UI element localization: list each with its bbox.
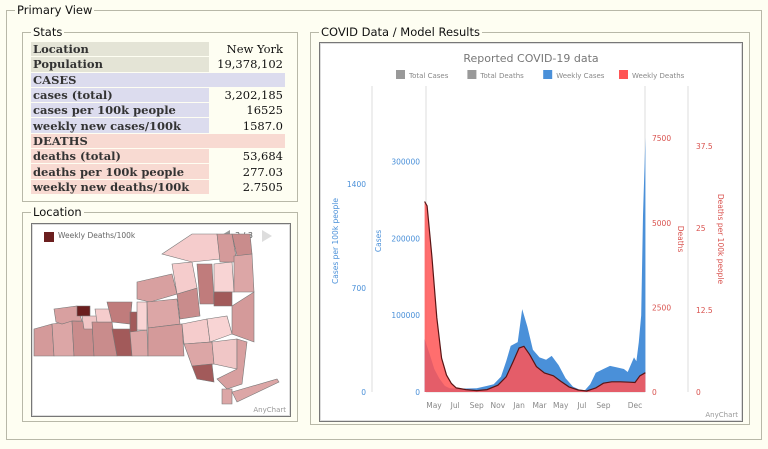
county-region[interactable] — [161, 233, 221, 263]
y-tick-label: 25 — [696, 224, 706, 233]
stats-panel: Stats Location New York Population 19,378,… — [22, 25, 298, 202]
cases-header: CASES — [31, 72, 285, 87]
y-tick-label: 2500 — [652, 303, 671, 312]
series-line-weekly-deaths — [424, 201, 646, 392]
map-legend-swatch — [44, 232, 54, 242]
new-york-county-map[interactable] — [32, 224, 290, 416]
x-tick-label: Mar — [532, 401, 547, 410]
covid-panel: COVID Data / Model Results Reported COVI… — [310, 25, 750, 425]
covid-title: COVID Data / Model Results — [319, 25, 483, 39]
county-region[interactable] — [147, 323, 185, 357]
legend-item-weekly-deaths: Weekly Deaths — [632, 72, 685, 80]
county-region[interactable] — [91, 321, 118, 357]
y-tick-label: 100000 — [391, 311, 420, 320]
map-legend-label: Weekly Deaths/100k — [58, 231, 136, 240]
triangle-right-icon[interactable] — [262, 230, 272, 242]
location-panel: Location Weekly Deaths/100k 3 / 3 — [22, 205, 298, 422]
table-row: deaths (total) 53,684 — [31, 149, 285, 164]
table-row: Location New York — [31, 42, 285, 57]
county-region[interactable] — [211, 338, 238, 370]
map-frame: Weekly Deaths/100k 3 / 3 — [31, 223, 291, 417]
county-region[interactable] — [221, 388, 233, 405]
county-region[interactable] — [233, 253, 255, 293]
location-title: Location — [31, 205, 84, 219]
series-area-weekly-cases — [424, 137, 646, 392]
county-region[interactable] — [129, 329, 149, 357]
stats-title: Stats — [31, 25, 65, 39]
primary-view-panel: Primary View — [6, 3, 762, 440]
table-row: cases (total) 3,202,185 — [31, 87, 285, 103]
location-value: New York — [209, 42, 285, 57]
x-tick-label: Sep — [596, 401, 610, 410]
covid-chart: Reported COVID-19 data Total Cases Total D… — [331, 52, 725, 410]
y-axis-title-cases-per-100k: Cases per 100k people — [331, 198, 340, 284]
legend-swatch — [619, 70, 628, 79]
y-tick-label: 300000 — [391, 158, 420, 167]
y-axis-title-deaths: Deaths — [676, 226, 685, 253]
y-axis-title-cases: Cases — [374, 230, 383, 252]
population-value: 19,378,102 — [209, 57, 285, 72]
county-region[interactable] — [206, 315, 233, 343]
y-tick-label: 7500 — [652, 134, 671, 143]
anychart-credit: AnyChart — [253, 406, 286, 414]
county-region[interactable] — [33, 323, 55, 357]
x-tick-label: Dec — [628, 401, 643, 410]
y-tick-label: 0 — [361, 388, 366, 397]
county-region[interactable] — [231, 378, 280, 403]
x-tick-label: Nov — [491, 401, 506, 410]
county-region[interactable] — [183, 341, 215, 367]
x-tick-label: Jul — [576, 401, 586, 410]
x-tick-label: May — [553, 401, 569, 410]
y-tick-label: 0 — [652, 388, 657, 397]
legend-item-weekly-cases: Weekly Cases — [556, 72, 605, 80]
legend-swatch — [396, 70, 405, 79]
legend-item-total-deaths: Total Deaths — [479, 72, 524, 80]
table-row: weekly new cases/100k 1587.0 — [31, 118, 285, 133]
table-row: Population 19,378,102 — [31, 57, 285, 72]
county-region[interactable] — [146, 298, 181, 329]
table-row: cases per 100k people 16525 — [31, 103, 285, 118]
county-region[interactable] — [231, 291, 255, 343]
y-tick-label: 200000 — [391, 234, 420, 243]
county-region[interactable] — [136, 301, 148, 331]
legend-swatch — [543, 70, 553, 79]
y-tick-label: 1400 — [347, 180, 366, 189]
county-region[interactable] — [213, 261, 235, 293]
table-row: weekly new deaths/100k 2.7505 — [31, 179, 285, 194]
y-tick-label: 37.5 — [696, 142, 713, 151]
county-region[interactable] — [136, 273, 178, 303]
table-row: deaths per 100k people 277.03 — [31, 164, 285, 179]
legend-swatch — [467, 70, 477, 79]
y-tick-label: 0 — [415, 388, 420, 397]
x-tick-label: Jul — [450, 401, 460, 410]
county-region[interactable] — [213, 291, 233, 307]
y-tick-label: 12.5 — [696, 306, 713, 315]
legend-item-total-cases: Total Cases — [408, 72, 449, 80]
county-region[interactable] — [129, 311, 138, 333]
y-tick-label: 700 — [352, 284, 367, 293]
primary-view-title: Primary View — [15, 3, 95, 17]
x-tick-label: Sep — [470, 401, 484, 410]
county-region[interactable] — [51, 320, 75, 357]
anychart-credit: AnyChart — [705, 411, 738, 419]
county-region[interactable] — [196, 263, 215, 305]
y-tick-label: 0 — [696, 388, 701, 397]
chart-frame: Reported COVID-19 data Total Cases Total D… — [319, 42, 743, 422]
x-tick-label: Jan — [512, 401, 525, 410]
county-region[interactable] — [191, 363, 215, 383]
y-tick-label: 5000 — [652, 219, 671, 228]
county-region[interactable] — [171, 261, 198, 295]
stats-table: Location New York Population 19,378,102 CA… — [31, 41, 285, 195]
county-region[interactable] — [76, 305, 91, 317]
chart-title: Reported COVID-19 data — [463, 52, 598, 65]
y-axis-title-deaths-per-100k: Deaths per 100k people — [716, 194, 725, 285]
x-tick-label: May — [426, 401, 442, 410]
deaths-header: DEATHS — [31, 133, 285, 149]
county-region[interactable] — [181, 318, 211, 345]
